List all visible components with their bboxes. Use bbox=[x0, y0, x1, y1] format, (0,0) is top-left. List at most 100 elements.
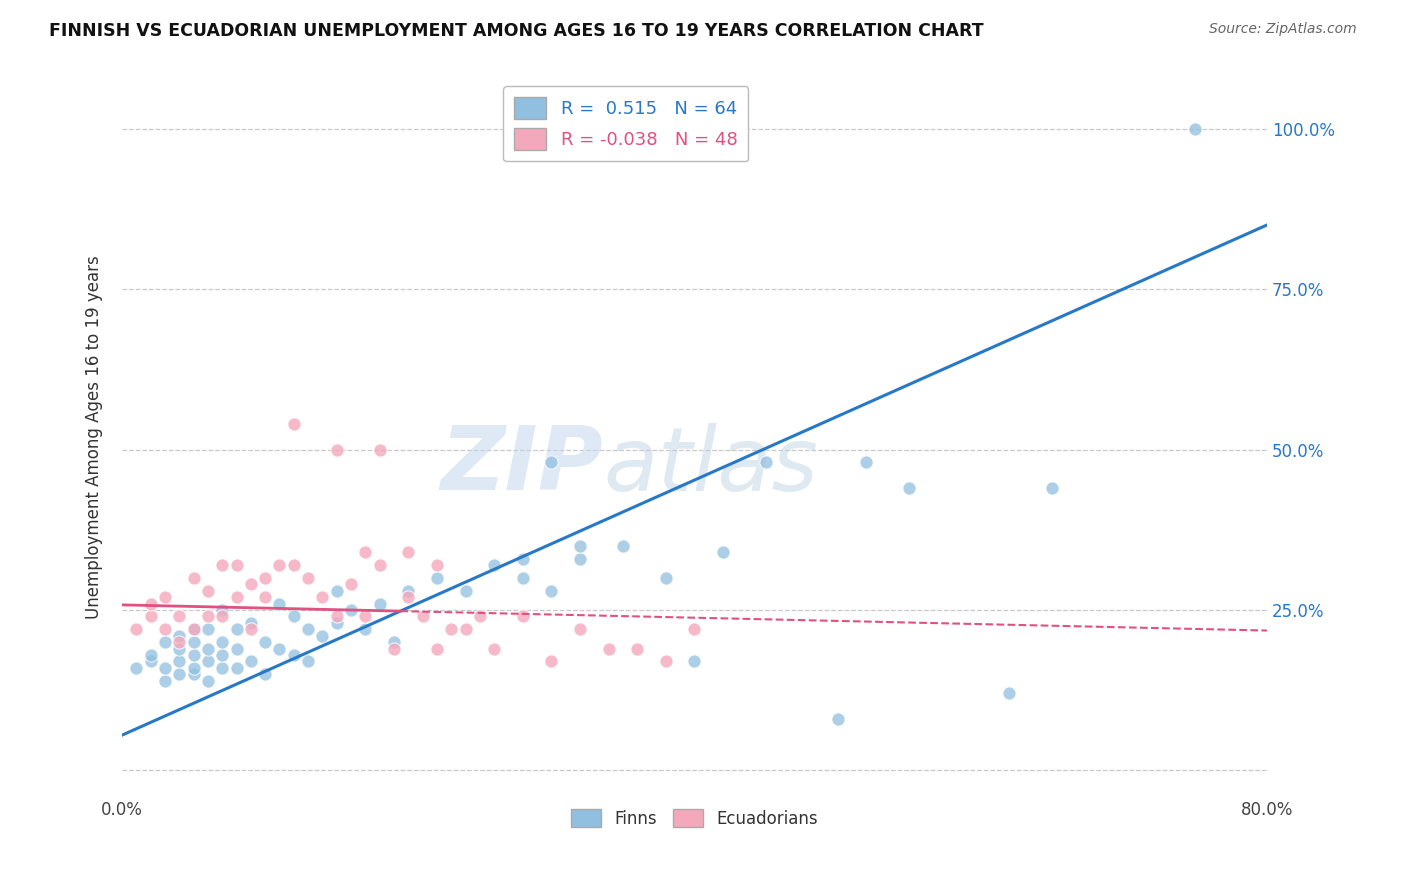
Point bbox=[297, 571, 319, 585]
Point bbox=[626, 641, 648, 656]
Point bbox=[225, 641, 247, 656]
Text: atlas: atlas bbox=[603, 423, 818, 508]
Point bbox=[396, 583, 419, 598]
Point bbox=[197, 641, 219, 656]
Point bbox=[482, 558, 505, 573]
Point bbox=[311, 629, 333, 643]
Point bbox=[454, 583, 477, 598]
Point bbox=[827, 712, 849, 726]
Point bbox=[898, 481, 921, 495]
Point bbox=[125, 622, 148, 636]
Point bbox=[197, 622, 219, 636]
Point bbox=[239, 622, 262, 636]
Point bbox=[396, 590, 419, 604]
Point bbox=[382, 641, 405, 656]
Point bbox=[183, 635, 205, 649]
Y-axis label: Unemployment Among Ages 16 to 19 years: Unemployment Among Ages 16 to 19 years bbox=[86, 255, 103, 619]
Point bbox=[225, 622, 247, 636]
Point bbox=[153, 661, 176, 675]
Point bbox=[340, 603, 363, 617]
Point bbox=[297, 622, 319, 636]
Point bbox=[426, 571, 449, 585]
Point bbox=[211, 603, 233, 617]
Point bbox=[354, 622, 377, 636]
Point bbox=[183, 667, 205, 681]
Point bbox=[612, 539, 634, 553]
Point bbox=[855, 455, 877, 469]
Point bbox=[169, 629, 191, 643]
Point bbox=[283, 558, 305, 573]
Point bbox=[482, 641, 505, 656]
Point bbox=[1040, 481, 1063, 495]
Point bbox=[569, 551, 592, 566]
Point bbox=[283, 648, 305, 662]
Legend: Finns, Ecuadorians: Finns, Ecuadorians bbox=[564, 803, 825, 835]
Text: Source: ZipAtlas.com: Source: ZipAtlas.com bbox=[1209, 22, 1357, 37]
Point bbox=[368, 442, 391, 457]
Point bbox=[139, 654, 162, 668]
Point bbox=[211, 635, 233, 649]
Point bbox=[569, 539, 592, 553]
Point bbox=[169, 641, 191, 656]
Point bbox=[211, 648, 233, 662]
Point bbox=[426, 558, 449, 573]
Point bbox=[254, 635, 277, 649]
Point bbox=[183, 648, 205, 662]
Point bbox=[139, 609, 162, 624]
Point bbox=[540, 583, 562, 598]
Point bbox=[225, 590, 247, 604]
Point bbox=[683, 622, 706, 636]
Point bbox=[655, 654, 678, 668]
Point bbox=[512, 551, 534, 566]
Point bbox=[153, 673, 176, 688]
Point bbox=[139, 597, 162, 611]
Point bbox=[396, 545, 419, 559]
Point bbox=[426, 641, 449, 656]
Point bbox=[254, 590, 277, 604]
Point bbox=[354, 609, 377, 624]
Point bbox=[412, 609, 434, 624]
Point bbox=[183, 661, 205, 675]
Point bbox=[569, 622, 592, 636]
Point bbox=[655, 571, 678, 585]
Point bbox=[598, 641, 620, 656]
Point bbox=[254, 667, 277, 681]
Point bbox=[197, 609, 219, 624]
Point bbox=[998, 686, 1021, 700]
Point bbox=[283, 609, 305, 624]
Point bbox=[683, 654, 706, 668]
Point bbox=[211, 609, 233, 624]
Point bbox=[368, 597, 391, 611]
Point bbox=[382, 635, 405, 649]
Point bbox=[197, 583, 219, 598]
Point bbox=[325, 615, 347, 630]
Point bbox=[269, 597, 291, 611]
Point bbox=[269, 558, 291, 573]
Point bbox=[512, 571, 534, 585]
Point bbox=[211, 661, 233, 675]
Point bbox=[1184, 121, 1206, 136]
Point bbox=[169, 654, 191, 668]
Point bbox=[197, 673, 219, 688]
Point bbox=[153, 635, 176, 649]
Point bbox=[197, 654, 219, 668]
Point bbox=[169, 635, 191, 649]
Point bbox=[540, 654, 562, 668]
Point bbox=[225, 661, 247, 675]
Point bbox=[311, 590, 333, 604]
Point bbox=[540, 455, 562, 469]
Point bbox=[169, 609, 191, 624]
Point bbox=[711, 545, 734, 559]
Point bbox=[368, 558, 391, 573]
Point bbox=[183, 571, 205, 585]
Point bbox=[239, 654, 262, 668]
Point bbox=[139, 648, 162, 662]
Point bbox=[325, 583, 347, 598]
Point bbox=[153, 622, 176, 636]
Point bbox=[512, 609, 534, 624]
Point bbox=[153, 590, 176, 604]
Point bbox=[125, 661, 148, 675]
Point bbox=[297, 654, 319, 668]
Point bbox=[468, 609, 491, 624]
Text: ZIP: ZIP bbox=[440, 422, 603, 509]
